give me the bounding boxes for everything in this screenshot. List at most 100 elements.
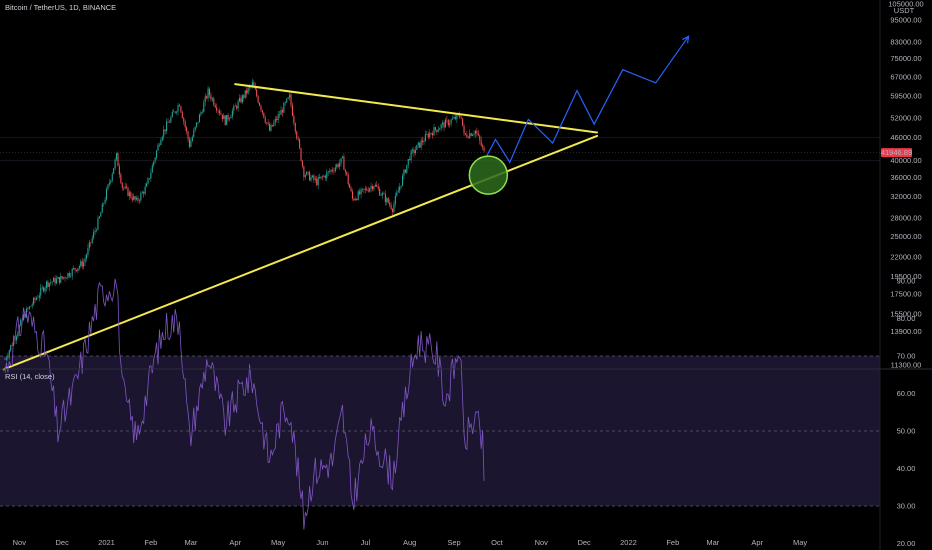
candle-body [330,169,332,172]
candle-body [279,114,281,116]
candle-body [53,277,55,282]
time-tick-label: Dec [577,538,591,547]
candle-body [313,175,315,180]
candle-body [60,276,62,283]
candle-body [470,133,472,136]
candle-body [271,125,273,127]
candle-body [399,186,401,191]
rsi-axis[interactable]: 20.00 30.00 40.00 50.00 60.00 70.00 80.00 90.00 [897,277,916,549]
candle-body [390,204,392,210]
candle-body [33,298,35,305]
candle-body [163,129,165,137]
candle-body [164,129,166,132]
candle-body [416,144,418,151]
candle-body [217,110,219,112]
candle-body [450,119,452,124]
candle-body [50,282,52,283]
candle-body [140,193,142,201]
candle-body [442,122,444,125]
candle-body [480,140,482,146]
support-circle[interactable] [468,155,509,195]
candle-body [90,242,92,243]
candle-body [344,169,346,172]
candle-body [321,176,324,178]
projection-path[interactable] [484,35,690,164]
candle-body [75,269,78,272]
candle-body [364,188,366,190]
candle-body [154,157,156,162]
time-tick-label: 2021 [98,538,115,547]
candle-body [51,281,53,283]
candlestick-series [4,78,485,362]
candle-body [476,130,478,134]
candle-body [374,184,376,187]
candle-body [404,169,406,173]
candle-body [479,135,481,141]
candle-body [254,86,256,90]
candle-body [436,129,438,132]
candle-body [5,358,7,360]
candle-body [80,261,82,267]
candle-body [38,295,40,298]
candle-body [387,198,389,203]
candle-body [230,116,232,119]
candle-body [177,105,179,112]
candle-body [168,122,170,123]
candle-body [317,177,319,186]
candle-body [290,94,292,106]
projection-polyline[interactable] [484,35,690,164]
candle-body [236,106,238,109]
candle-body [314,178,316,180]
candle-body [360,189,362,195]
candle-body [300,148,302,161]
candle-body [123,187,125,189]
rsi-tick-label: 60.00 [897,389,916,398]
candle-body [176,111,178,113]
candle-body [213,98,215,105]
candle-body [196,122,198,127]
candle-body [289,94,291,98]
candle-body [173,111,175,113]
candle-body [422,140,424,143]
candle-body [93,232,95,238]
support-highlight[interactable] [468,155,509,195]
candle-body [256,89,258,97]
candle-body [121,182,123,188]
candle-body [406,164,408,173]
price-tick-label: 59500.00 [890,91,921,100]
candle-body [274,118,276,123]
time-axis[interactable]: Nov Dec 2021 Feb Mar Apr May Jun Jul Aug Sep Oct Nov… [13,538,808,547]
candle-body [473,133,475,135]
grid [0,137,880,507]
candle-body [403,169,405,176]
candle-body [459,114,461,118]
candle-body [357,191,359,200]
candle-body [197,122,199,123]
candle-body [65,278,68,279]
candle-body [336,164,338,168]
candle-body [366,188,368,191]
candle-body [94,230,96,233]
rsi-tick-label: 90.00 [897,277,916,286]
price-tick-label: 75000.00 [890,54,921,63]
candle-body [114,159,116,168]
currency-label: USDT [894,6,915,15]
candle-body [14,339,16,341]
candle-body [233,105,235,111]
candle-body [284,102,286,104]
candle-body [157,144,159,151]
candle-body [44,287,46,292]
candle-body [320,176,322,179]
price-axis[interactable]: 11300.00 13900.00 15500.00 17500.00 19500.00… [888,0,923,370]
candle-body [40,287,42,296]
trendline-upper[interactable] [234,83,599,134]
candle-body [58,277,60,283]
candle-body [359,191,361,195]
candle-body [166,121,168,132]
candle-body [333,170,335,172]
candle-body [383,193,385,194]
candle-body [104,199,106,204]
candle-body [117,153,119,167]
candle-body [453,116,455,119]
